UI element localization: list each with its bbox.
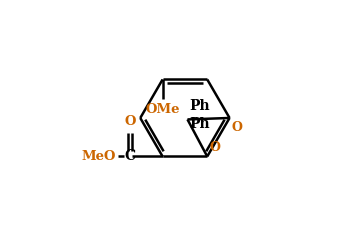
Text: O: O xyxy=(209,140,220,154)
Text: OMe: OMe xyxy=(145,103,180,116)
Text: O: O xyxy=(124,115,135,128)
Text: Ph: Ph xyxy=(190,117,210,131)
Text: C: C xyxy=(124,149,135,164)
Text: Ph: Ph xyxy=(190,99,210,112)
Text: MeO: MeO xyxy=(81,150,116,163)
Text: O: O xyxy=(232,121,243,134)
